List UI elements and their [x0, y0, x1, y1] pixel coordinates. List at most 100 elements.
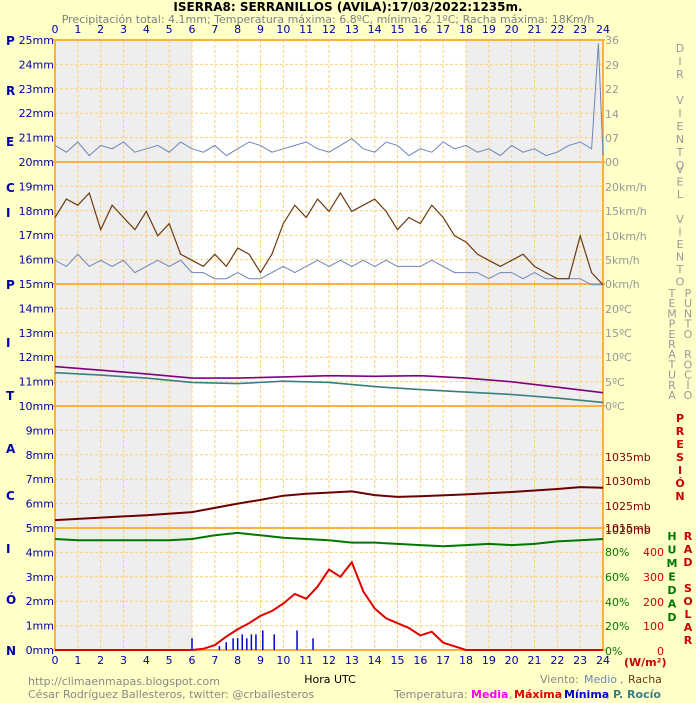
- mm-tick-label: 16mm: [19, 254, 54, 267]
- presion-label: I: [678, 464, 682, 477]
- hour-label-bottom: 22: [550, 654, 564, 667]
- punto-rocio-label: C: [684, 369, 692, 382]
- rad-solar-label: A: [684, 543, 693, 556]
- mm-tick-label: 7mm: [26, 473, 54, 486]
- legend-viento-label: Viento:: [540, 673, 579, 686]
- vel-tick-label: 20km/h: [605, 181, 647, 194]
- mm-tick-label: 17mm: [19, 229, 54, 242]
- axis-labels: 0011223344556677889910101111121213131414…: [6, 23, 693, 669]
- hour-label-top: 21: [528, 23, 542, 36]
- hum-tick-label: 0%: [605, 645, 622, 658]
- rad-solar-label: L: [684, 608, 691, 621]
- presion-label: N: [675, 490, 684, 503]
- hour-label-bottom: 5: [166, 654, 173, 667]
- precip-letter: I: [6, 336, 10, 350]
- temperatura-label: R: [668, 379, 676, 392]
- dir-tick-label: 00: [605, 156, 619, 169]
- hour-label-bottom: 24: [596, 654, 610, 667]
- temp-mean-line: [54, 365, 604, 394]
- vel-viento-label: V: [676, 213, 684, 226]
- hour-label-bottom: 21: [528, 654, 542, 667]
- punto-rocio-label: N: [684, 307, 692, 320]
- humedad-label: D: [667, 611, 676, 624]
- mm-tick-label: 9mm: [26, 424, 54, 437]
- pres-tick-label: 1030mb: [605, 475, 651, 488]
- precip-letter: I: [6, 206, 10, 220]
- punto-rocio-label: P: [685, 287, 692, 300]
- punto-rocio-label: U: [684, 297, 692, 310]
- hour-label-bottom: 3: [120, 654, 127, 667]
- hour-label-top: 10: [276, 23, 290, 36]
- humedad-label: H: [667, 530, 676, 543]
- temp-tick-label: 20ºC: [605, 303, 632, 316]
- vel-viento-label: T: [676, 263, 684, 276]
- solar-radiation-line: [55, 560, 603, 651]
- legend-temp-label: Temperatura:: [393, 688, 468, 701]
- punto-rocio-label: O: [684, 358, 693, 371]
- rad-solar-label: R: [684, 530, 693, 543]
- pres-tick-label: 1020mb: [605, 524, 651, 537]
- mm-tick-label: 4mm: [26, 546, 54, 559]
- dew-point-line: [54, 371, 604, 404]
- hour-label-top: 23: [573, 23, 587, 36]
- punto-rocio-label: R: [684, 348, 692, 361]
- vel-viento-label: O: [676, 276, 685, 289]
- humedad-label: U: [668, 544, 677, 557]
- hour-label-top: 7: [211, 23, 218, 36]
- temp-tick-label: 15ºC: [605, 327, 632, 340]
- pres-tick-label: 1035mb: [605, 451, 651, 464]
- presion-label: E: [676, 438, 684, 451]
- hour-label-bottom: 0: [52, 654, 59, 667]
- humedad-label: M: [667, 557, 678, 570]
- legend-comma-2: ,: [509, 688, 513, 701]
- presion-label: R: [676, 425, 685, 438]
- hour-label-bottom: 9: [257, 654, 264, 667]
- hour-label-bottom: 7: [211, 654, 218, 667]
- vel-viento-label: I: [678, 226, 681, 239]
- rad-unit: (W/m²): [624, 656, 667, 669]
- presion-label: Ó: [675, 477, 684, 490]
- hour-label-top: 11: [299, 23, 313, 36]
- footer-url[interactable]: http://climaenmapas.blogspot.com: [28, 675, 220, 688]
- vel-viento-label: E: [677, 176, 684, 189]
- dir-tick-label: 07: [605, 132, 619, 145]
- dir-viento-label: T: [676, 146, 684, 159]
- hour-label-top: 22: [550, 23, 564, 36]
- mm-tick-label: 10mm: [19, 400, 54, 413]
- mm-tick-label: 18mm: [19, 205, 54, 218]
- legend-comma-4: ,: [606, 688, 610, 701]
- precip-letter: N: [6, 644, 16, 658]
- hour-label-bottom: 17: [436, 654, 450, 667]
- legend-viento-medio: Medio: [584, 673, 617, 686]
- hum-tick-label: 40%: [605, 596, 629, 609]
- hour-label-top: 20: [505, 23, 519, 36]
- precip-letter: P: [6, 34, 15, 48]
- legend-temp-minima: Mínima: [564, 688, 609, 701]
- hour-label-top: 6: [189, 23, 196, 36]
- mm-tick-label: 24mm: [19, 58, 54, 71]
- vel-tick-label: 0km/h: [605, 278, 640, 291]
- precip-letter: P: [6, 278, 15, 292]
- rad-tick-label: 0: [657, 645, 664, 658]
- hour-label-bottom: 6: [189, 654, 196, 667]
- hour-label-bottom: 1: [74, 654, 81, 667]
- hum-tick-label: 60%: [605, 571, 629, 584]
- dir-tick-label: 14: [605, 108, 619, 121]
- temperatura-label: A: [668, 389, 676, 402]
- mm-tick-label: 6mm: [26, 498, 54, 511]
- temp-tick-label: 10ºC: [605, 351, 632, 364]
- temperatura-label: M: [667, 307, 677, 320]
- temperatura-label: U: [668, 369, 676, 382]
- mm-tick-label: 22mm: [19, 107, 54, 120]
- dir-viento-label: O: [676, 159, 685, 172]
- temp-tick-label: 0ºC: [605, 400, 625, 413]
- humidity-line: [54, 531, 604, 548]
- mm-tick-label: 25mm: [19, 34, 54, 47]
- dir-tick-label: 29: [605, 59, 619, 72]
- hour-label-bottom: 16: [413, 654, 427, 667]
- hour-label-top: 24: [596, 23, 610, 36]
- data-series: [54, 43, 604, 651]
- mm-tick-label: 21mm: [19, 132, 54, 145]
- legend-temp-maxima: Máxima: [514, 688, 562, 701]
